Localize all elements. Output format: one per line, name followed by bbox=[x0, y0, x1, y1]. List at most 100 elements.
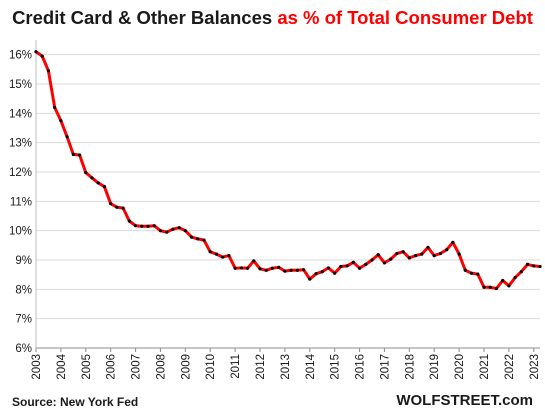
x-tick-label: 2021 bbox=[479, 354, 491, 380]
data-point bbox=[171, 227, 175, 231]
data-point bbox=[314, 272, 318, 276]
data-point bbox=[177, 226, 181, 230]
data-point bbox=[501, 278, 505, 283]
data-point bbox=[270, 266, 275, 270]
data-point bbox=[494, 286, 499, 291]
data-point bbox=[227, 254, 231, 258]
data-point bbox=[133, 224, 138, 228]
data-point bbox=[140, 224, 144, 228]
data-point bbox=[258, 267, 262, 271]
data-point bbox=[301, 268, 306, 272]
data-point bbox=[469, 271, 474, 275]
data-point bbox=[320, 270, 324, 274]
data-point bbox=[370, 258, 374, 262]
x-tick-label: 2015 bbox=[330, 354, 342, 380]
data-point bbox=[532, 264, 536, 268]
data-point bbox=[482, 285, 486, 289]
data-point bbox=[183, 229, 187, 233]
data-point bbox=[364, 262, 368, 266]
data-point bbox=[382, 261, 387, 265]
data-point bbox=[345, 264, 349, 268]
data-point bbox=[245, 266, 250, 270]
x-tick-label: 2018 bbox=[404, 354, 416, 380]
y-tick-label: 9% bbox=[15, 255, 32, 267]
data-point bbox=[109, 202, 113, 206]
data-point bbox=[71, 152, 75, 156]
data-point bbox=[476, 272, 480, 276]
data-point bbox=[457, 252, 461, 256]
data-point bbox=[426, 245, 430, 249]
x-tick-label: 2014 bbox=[305, 353, 317, 379]
data-point bbox=[146, 224, 150, 228]
data-point bbox=[333, 271, 337, 275]
data-point bbox=[289, 268, 293, 272]
chart-title: Credit Card & Other Balances as % of Tot… bbox=[0, 7, 545, 29]
data-point bbox=[46, 69, 51, 73]
chart-title-part1: Credit Card & Other Balances bbox=[12, 7, 273, 28]
y-tick-label: 11% bbox=[10, 196, 32, 208]
y-tick-label: 14% bbox=[9, 108, 32, 120]
data-point bbox=[538, 264, 542, 269]
x-tick-label: 2017 bbox=[379, 354, 391, 380]
data-point bbox=[413, 254, 418, 258]
source-note: Source: New York Fed bbox=[12, 395, 139, 409]
data-point bbox=[189, 235, 194, 239]
data-point bbox=[277, 265, 281, 269]
data-point bbox=[326, 266, 331, 270]
brand-logo-text: WOLFSTREET.com bbox=[396, 392, 533, 409]
data-point bbox=[127, 219, 131, 223]
data-point bbox=[438, 251, 443, 256]
data-point bbox=[239, 266, 243, 270]
x-tick-label: 2012 bbox=[255, 354, 267, 380]
data-point bbox=[513, 276, 517, 280]
data-point bbox=[233, 266, 237, 270]
x-tick-label: 2011 bbox=[230, 354, 242, 379]
data-point bbox=[208, 250, 212, 254]
data-point bbox=[420, 252, 424, 256]
data-point bbox=[395, 251, 399, 256]
x-tick-label: 2013 bbox=[280, 354, 292, 380]
y-tick-label: 7% bbox=[15, 314, 32, 326]
data-point bbox=[202, 238, 206, 242]
data-point bbox=[77, 153, 82, 157]
x-tick-label: 2007 bbox=[131, 354, 143, 380]
data-point bbox=[519, 270, 523, 274]
x-tick-label: 2020 bbox=[454, 354, 466, 380]
data-point bbox=[445, 248, 449, 252]
y-tick-label: 10% bbox=[9, 226, 32, 238]
y-tick-label: 13% bbox=[9, 138, 32, 150]
y-tick-label: 8% bbox=[15, 284, 32, 296]
data-point bbox=[121, 206, 125, 210]
x-tick-label: 2004 bbox=[56, 353, 68, 379]
data-point bbox=[90, 176, 94, 180]
data-point bbox=[351, 260, 355, 264]
data-point bbox=[252, 259, 256, 263]
x-tick-label: 2019 bbox=[429, 354, 441, 380]
data-point bbox=[264, 268, 268, 272]
data-point bbox=[283, 269, 287, 273]
x-tick-label: 2023 bbox=[529, 354, 541, 380]
x-tick-label: 2009 bbox=[180, 354, 192, 380]
chart-title-part2: as % of Total Consumer Debt bbox=[277, 7, 533, 28]
data-point bbox=[65, 135, 69, 139]
data-point bbox=[308, 277, 312, 281]
data-point bbox=[40, 54, 44, 58]
data-point bbox=[488, 285, 492, 289]
data-point bbox=[401, 250, 405, 254]
data-point bbox=[451, 240, 455, 244]
data-point bbox=[525, 262, 530, 266]
x-tick-label: 2010 bbox=[205, 354, 217, 380]
data-point bbox=[463, 268, 467, 272]
data-point bbox=[221, 255, 225, 259]
x-tick-label: 2003 bbox=[31, 354, 43, 380]
data-point bbox=[102, 185, 107, 189]
y-tick-label: 15% bbox=[9, 79, 32, 91]
series-line bbox=[34, 50, 542, 290]
data-point bbox=[152, 224, 156, 228]
x-tick-label: 2006 bbox=[106, 354, 118, 380]
data-point bbox=[115, 205, 119, 209]
data-point bbox=[407, 256, 411, 260]
data-point bbox=[376, 253, 380, 257]
data-point bbox=[165, 230, 169, 234]
